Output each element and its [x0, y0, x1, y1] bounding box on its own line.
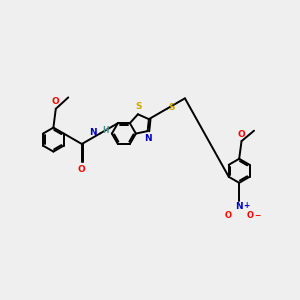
Text: O: O [78, 165, 86, 174]
Text: −: − [254, 212, 261, 220]
Text: N: N [144, 134, 152, 143]
Text: +: + [244, 201, 250, 210]
Text: S: S [135, 102, 142, 111]
Text: O: O [238, 130, 245, 139]
Text: S: S [168, 103, 175, 112]
Text: O: O [224, 212, 231, 220]
Text: H: H [102, 126, 109, 135]
Text: O: O [247, 212, 254, 220]
Text: O: O [52, 98, 60, 106]
Text: N: N [89, 128, 97, 137]
Text: N: N [236, 202, 243, 211]
